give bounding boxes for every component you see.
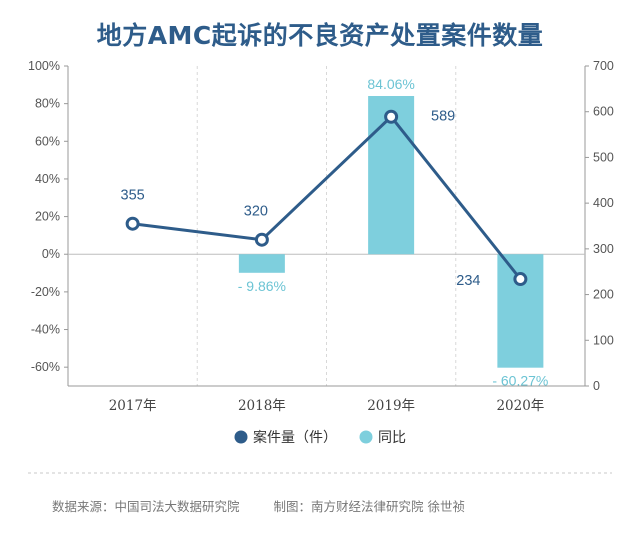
bar-data-label: 84.06%: [367, 76, 414, 92]
y-right-tick-label: 100: [593, 333, 614, 347]
data-source: 数据来源：中国司法大数据研究院: [52, 499, 240, 514]
line-data-label: 320: [244, 204, 268, 220]
y-right-tick-label: 300: [593, 242, 614, 256]
line-data-label: 589: [431, 109, 455, 125]
y-right-tick-label: 400: [593, 196, 614, 210]
chart: 100% 80% 60% 40% 20% 0% -20% -40% -60% 700 600 500 4…: [28, 59, 614, 474]
y-left-tick-label: -40%: [31, 323, 60, 337]
y-right-tick-label: 500: [593, 150, 614, 164]
y-left-tick-label: 80%: [35, 97, 60, 111]
legend-label-line: 案件量（件）: [253, 429, 337, 446]
y-right-tick-label: 600: [593, 105, 614, 119]
y-left-tick-label: -20%: [31, 285, 60, 299]
legend-marker-bar: [359, 430, 373, 444]
y-right-tick-label: 0: [593, 379, 600, 393]
legend-label-bar: 同比: [378, 430, 406, 446]
y-left-tick-label: 60%: [35, 134, 60, 148]
x-tick-label: 2017年: [109, 398, 157, 414]
footer: 数据来源：中国司法大数据研究院 制图：南方财经法律研究院 徐世祯: [52, 496, 632, 515]
bar: [497, 254, 544, 368]
y-left-tick-label: 40%: [35, 172, 60, 186]
x-tick-label: 2020年: [496, 398, 544, 414]
y-left-tick-label: 100%: [28, 59, 60, 73]
chart-credit: 制图：南方财经法律研究院 徐世祯: [273, 499, 465, 514]
line-data-label: 234: [456, 273, 480, 289]
y-left-tick-label: -60%: [31, 360, 60, 374]
line-point: [384, 109, 399, 124]
y-left-tick-label: 0%: [42, 247, 60, 261]
line-data-label: 355: [121, 188, 145, 204]
series-line: [132, 115, 522, 280]
line-point: [513, 272, 528, 287]
chart-title: 地方AMC起诉的不良资产处置案件数量: [96, 21, 544, 50]
y-left-tick-label: 20%: [35, 210, 60, 224]
x-tick-label: 2019年: [367, 398, 415, 414]
y-right-tick-label: 200: [593, 288, 614, 302]
bar-data-label: - 9.86%: [238, 278, 286, 294]
line-point: [254, 232, 269, 247]
x-tick-label: 2018年: [238, 398, 286, 414]
bar: [238, 254, 285, 273]
y-right-tick-label: 700: [593, 59, 614, 73]
line-point: [125, 216, 140, 231]
legend-marker-line: [234, 430, 248, 444]
bar-data-label: - 60.27%: [492, 373, 548, 389]
